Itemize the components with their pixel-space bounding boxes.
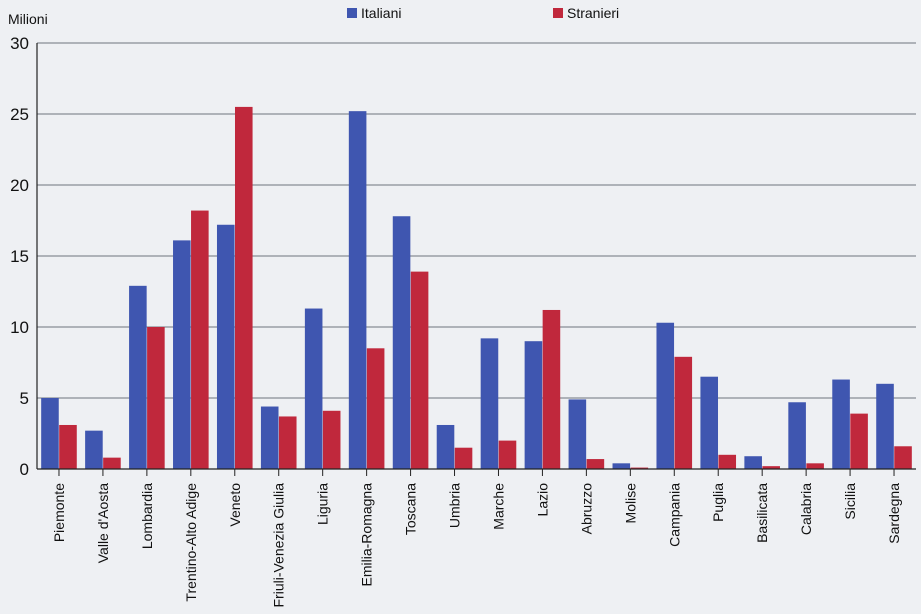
bar-stranieri-15 [718,454,737,469]
bar-italiani-16 [744,456,762,469]
bar-italiani-6 [304,308,323,469]
bar-stranieri-19 [894,446,912,469]
bar-italiani-12 [568,399,587,469]
legend-label-0: Italiani [361,5,401,21]
bar-italiani-1 [85,430,103,469]
x-tick-label-1: Valle d'Aosta [95,483,111,563]
bar-italiani-4 [216,224,235,469]
x-tick-label-19: Sardegna [886,483,902,544]
x-tick-label-14: Campania [666,483,682,547]
bar-italiani-7 [348,111,367,469]
x-tick-label-18: Sicilia [842,483,858,520]
bar-italiani-8 [392,216,411,469]
y-tick-label-10: 10 [10,318,29,337]
y-tick-label-15: 15 [10,247,29,266]
x-tick-label-9: Umbria [447,483,463,528]
bar-stranieri-2 [147,327,165,469]
bar-stranieri-10 [498,440,517,469]
bar-stranieri-18 [850,413,868,469]
bar-italiani-13 [612,463,631,469]
x-tick-label-2: Lombardia [139,483,155,549]
axes: 0 5 10 15 20 25 30 Piemonte Valle d'Aosta Lombard… [10,34,916,608]
x-tick-label-4: Veneto [227,483,243,527]
bar-stranieri-8 [410,271,429,469]
x-tick-label-16: Basilicata [754,483,770,543]
legend-swatch-1 [553,8,563,18]
legend: Italiani Stranieri [347,5,619,21]
bar-italiani-2 [129,285,147,469]
bar-stranieri-5 [278,416,297,469]
legend-label-1: Stranieri [567,5,619,21]
bar-italiani-19 [876,383,894,469]
bar-stranieri-17 [806,463,824,469]
bar-italiani-0 [41,398,59,469]
gridlines [37,42,916,399]
x-tick-label-11: Lazio [534,483,550,517]
bar-stranieri-14 [674,356,693,469]
x-tick-label-10: Marche [490,483,506,530]
bar-stranieri-13 [630,467,649,469]
x-tick-label-7: Emilia-Romagna [359,483,375,587]
bar-stranieri-3 [191,210,209,469]
bar-italiani-11 [524,341,543,469]
bar-stranieri-11 [542,309,561,469]
bar-italiani-5 [260,406,279,469]
bar-stranieri-9 [454,447,473,469]
x-tick-label-3: Trentino-Alto Adige [183,483,199,602]
bars [41,106,912,470]
bar-italiani-17 [788,402,806,469]
x-tick-label-15: Puglia [710,483,726,522]
y-tick-label-0: 0 [20,460,29,479]
x-tick-label-8: Toscana [403,483,419,535]
x-tick-label-12: Abruzzo [578,483,594,535]
bar-italiani-3 [173,240,191,469]
legend-swatch-0 [347,8,357,18]
bar-italiani-14 [656,322,675,469]
bar-stranieri-4 [234,106,253,470]
y-tick-label-20: 20 [10,176,29,195]
y-tick-label-30: 30 [10,34,29,53]
x-tick-label-17: Calabria [798,483,814,535]
x-tick-label-6: Liguria [315,483,331,525]
bar-stranieri-12 [586,459,605,469]
bar-stranieri-0 [59,424,77,469]
x-tick-label-5: Friuli-Venezia Giulia [271,483,287,608]
bar-italiani-15 [700,376,719,469]
y-tick-label-25: 25 [10,105,29,124]
x-tick-label-13: Molise [622,483,638,524]
bar-stranieri-7 [366,348,385,469]
x-tick-label-0: Piemonte [51,483,67,542]
bar-stranieri-16 [762,466,780,469]
bar-italiani-9 [436,424,455,469]
y-axis-unit-label: Milioni [8,11,48,27]
bar-italiani-10 [480,338,499,469]
y-tick-label-5: 5 [20,389,29,408]
bar-stranieri-1 [103,457,121,469]
bar-italiani-18 [832,379,850,469]
bar-stranieri-6 [322,410,341,469]
